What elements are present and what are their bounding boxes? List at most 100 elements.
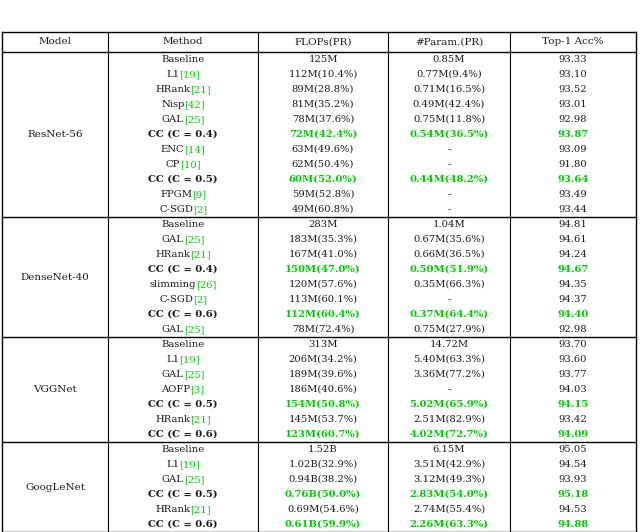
Text: 0.77M(9.4%): 0.77M(9.4%) [416,70,482,79]
Text: 1.52B: 1.52B [308,445,338,454]
Text: [19]: [19] [179,355,200,364]
Text: 154M(50.8%): 154M(50.8%) [285,400,361,409]
Text: 3.51M(42.9%): 3.51M(42.9%) [413,460,485,469]
Text: 93.87: 93.87 [557,130,589,139]
Text: 78M(37.6%): 78M(37.6%) [292,115,354,124]
Text: [21]: [21] [190,85,211,94]
Text: 63M(49.6%): 63M(49.6%) [292,145,354,154]
Text: GAL: GAL [162,475,184,484]
Text: GAL: GAL [162,370,184,379]
Text: -: - [447,295,451,304]
Text: Model: Model [38,37,72,46]
Text: 0.61B(59.9%): 0.61B(59.9%) [285,520,361,529]
Text: 93.64: 93.64 [557,175,589,184]
Text: 0.85M: 0.85M [433,55,465,64]
Text: [25]: [25] [184,115,204,124]
Text: C-SGD: C-SGD [159,295,193,304]
Text: [9]: [9] [192,190,206,199]
Text: L1: L1 [166,355,179,364]
Text: VGGNet: VGGNet [33,385,77,394]
Text: HRank: HRank [155,505,190,514]
Text: 0.94B(38.2%): 0.94B(38.2%) [289,475,358,484]
Text: 94.09: 94.09 [557,430,589,439]
Text: ResNet-56: ResNet-56 [28,130,83,139]
Text: 0.67M(35.6%): 0.67M(35.6%) [413,235,485,244]
Text: 92.98: 92.98 [559,325,588,334]
Text: GAL: GAL [162,325,184,334]
Text: Nisp: Nisp [161,100,184,109]
Text: CC (C = 0.6): CC (C = 0.6) [148,310,218,319]
Text: Baseline: Baseline [161,445,205,454]
Text: [14]: [14] [184,145,205,154]
Text: GoogLeNet: GoogLeNet [25,483,85,492]
Text: 95.05: 95.05 [559,445,588,454]
Text: 94.67: 94.67 [557,265,589,274]
Text: [2]: [2] [193,295,207,304]
Text: 93.49: 93.49 [559,190,588,199]
Text: 6.15M: 6.15M [433,445,465,454]
Text: 112M(60.4%): 112M(60.4%) [285,310,361,319]
Text: [42]: [42] [184,100,205,109]
Text: Baseline: Baseline [161,220,205,229]
Text: 0.37M(64.4%): 0.37M(64.4%) [410,310,488,319]
Text: 14.72M: 14.72M [429,340,468,349]
Text: 0.66M(36.5%): 0.66M(36.5%) [413,250,485,259]
Text: 62M(50.4%): 62M(50.4%) [292,160,355,169]
Text: [25]: [25] [184,370,204,379]
Text: 206M(34.2%): 206M(34.2%) [289,355,357,364]
Text: 49M(60.8%): 49M(60.8%) [292,205,355,214]
Text: Baseline: Baseline [161,340,205,349]
Text: 93.33: 93.33 [559,55,588,64]
Text: 72M(42.4%): 72M(42.4%) [289,130,357,139]
Text: 0.44M(48.2%): 0.44M(48.2%) [410,175,488,184]
Text: 91.80: 91.80 [559,160,588,169]
Text: 125M: 125M [308,55,338,64]
Text: [21]: [21] [190,415,211,424]
Text: 93.42: 93.42 [559,415,588,424]
Text: 2.74M(55.4%): 2.74M(55.4%) [413,505,485,514]
Text: 1.02B(32.9%): 1.02B(32.9%) [289,460,358,469]
Text: 0.54M(36.5%): 0.54M(36.5%) [410,130,489,139]
Text: 123M(60.7%): 123M(60.7%) [285,430,361,439]
Text: 89M(28.8%): 89M(28.8%) [292,85,355,94]
Text: 150M(47.0%): 150M(47.0%) [285,265,361,274]
Text: [25]: [25] [184,475,204,484]
Text: Baseline: Baseline [161,55,205,64]
Text: 112M(10.4%): 112M(10.4%) [288,70,358,79]
Text: HRank: HRank [155,415,190,424]
Text: Method: Method [163,37,204,46]
Text: 93.10: 93.10 [559,70,588,79]
Text: 3.12M(49.3%): 3.12M(49.3%) [413,475,485,484]
Text: 2.51M(82.9%): 2.51M(82.9%) [413,415,485,424]
Text: CC (C = 0.5): CC (C = 0.5) [148,175,218,184]
Text: 92.98: 92.98 [559,115,588,124]
Text: 145M(53.7%): 145M(53.7%) [289,415,358,424]
Text: CC (C = 0.5): CC (C = 0.5) [148,400,218,409]
Text: 183M(35.3%): 183M(35.3%) [289,235,358,244]
Text: 0.71M(16.5%): 0.71M(16.5%) [413,85,485,94]
Text: 0.69M(54.6%): 0.69M(54.6%) [287,505,359,514]
Text: 283M: 283M [308,220,338,229]
Text: -: - [447,190,451,199]
Text: GAL: GAL [162,115,184,124]
Text: 78M(72.4%): 78M(72.4%) [292,325,355,334]
Text: 94.61: 94.61 [559,235,588,244]
Text: 93.77: 93.77 [559,370,588,379]
Text: 0.35M(66.3%): 0.35M(66.3%) [413,280,485,289]
Text: [3]: [3] [191,385,205,394]
Text: 93.60: 93.60 [559,355,588,364]
Text: [19]: [19] [179,460,200,469]
Text: 93.01: 93.01 [559,100,588,109]
Text: 3.36M(77.2%): 3.36M(77.2%) [413,370,485,379]
Text: L1: L1 [166,460,179,469]
Text: HRank: HRank [155,250,190,259]
Text: 93.44: 93.44 [559,205,588,214]
Text: HRank: HRank [155,85,190,94]
Text: 2.83M(54.0%): 2.83M(54.0%) [410,490,488,499]
Text: [21]: [21] [190,505,211,514]
Text: 81M(35.2%): 81M(35.2%) [292,100,355,109]
Text: [10]: [10] [180,160,200,169]
Text: FLOPs(PR): FLOPs(PR) [294,37,352,46]
Text: 94.24: 94.24 [559,250,588,259]
Text: 59M(52.8%): 59M(52.8%) [292,190,355,199]
